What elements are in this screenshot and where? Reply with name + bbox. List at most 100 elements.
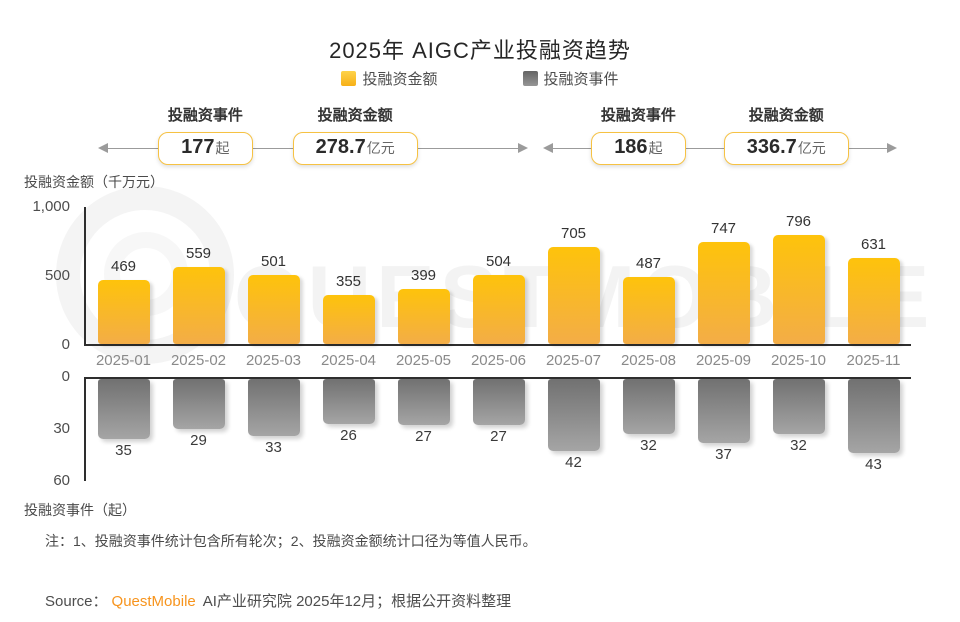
amount-bar-slot: 501 bbox=[236, 205, 311, 344]
events-bar-slot: 27 bbox=[461, 379, 536, 489]
events-bar bbox=[697, 379, 750, 443]
events-value-label: 32 bbox=[640, 437, 657, 454]
category-label: 2025-05 bbox=[395, 352, 452, 369]
events-ytick: 0 bbox=[61, 368, 70, 385]
events-bar-slot: 32 bbox=[761, 379, 836, 489]
events-bar-slot: 37 bbox=[686, 379, 761, 489]
amount-bar bbox=[247, 275, 300, 344]
category-label: 2025-02 bbox=[170, 352, 227, 369]
arrow-right-icon bbox=[887, 143, 897, 153]
amount-bar bbox=[697, 242, 750, 344]
arrow-left-icon bbox=[543, 143, 553, 153]
events-bar bbox=[97, 379, 150, 439]
amount-value-label: 355 bbox=[335, 273, 362, 290]
category-label: 2025-11 bbox=[846, 352, 901, 369]
summary-events-value: 186 bbox=[614, 135, 648, 158]
events-value-label: 35 bbox=[115, 442, 132, 459]
summary-group-right: 投融资事件 186 起 投融资金额 336.7 亿元 bbox=[543, 107, 897, 168]
legend-events-label: 投融资事件 bbox=[543, 71, 619, 88]
amount-value-label: 705 bbox=[560, 225, 587, 242]
summary-amount-unit: 亿元 bbox=[797, 139, 826, 156]
events-bar bbox=[397, 379, 450, 425]
amount-ytick: 1,000 bbox=[32, 198, 70, 215]
arrow-left-icon bbox=[98, 143, 108, 153]
top-y-axis-title: 投融资金额（千万元） bbox=[24, 174, 164, 190]
summary-amount-label: 投融资金额 bbox=[317, 106, 393, 124]
summary-amount-value: 278.7 bbox=[315, 135, 366, 158]
top-y-axis-line bbox=[84, 207, 86, 345]
events-bar bbox=[322, 379, 375, 424]
events-bar bbox=[172, 379, 225, 429]
summary-amount-unit: 亿元 bbox=[366, 139, 395, 156]
events-bar bbox=[622, 379, 675, 434]
legend: 投融资金额 投融资事件 bbox=[0, 68, 960, 89]
amount-bar bbox=[322, 295, 375, 344]
page-title: 2025年 AIGC产业投融资趋势 bbox=[329, 38, 631, 63]
amount-bar-slot: 747 bbox=[686, 205, 761, 344]
amount-bar bbox=[847, 258, 900, 344]
amount-value-label: 469 bbox=[110, 258, 137, 275]
amount-bar-slot: 469 bbox=[86, 205, 161, 344]
amount-bar bbox=[397, 289, 450, 344]
events-bars: 35 29 33 26 27 27 42 32 37 32 43 bbox=[86, 379, 911, 489]
amount-bar bbox=[547, 247, 600, 344]
amount-legend-swatch-icon bbox=[341, 71, 357, 86]
category-label: 2025-10 bbox=[770, 352, 827, 369]
category-label: 2025-06 bbox=[470, 352, 527, 369]
arrow-right-icon bbox=[518, 143, 528, 153]
amount-bar-slot: 487 bbox=[611, 205, 686, 344]
events-bar bbox=[472, 379, 525, 425]
connector-line bbox=[252, 147, 293, 149]
events-bar bbox=[547, 379, 600, 451]
footnote: 注：1、投融资事件统计包含所有轮次；2、投融资金额统计口径为等值人民币。 bbox=[45, 533, 537, 549]
amount-value-label: 487 bbox=[635, 255, 662, 272]
amount-ytick: 500 bbox=[44, 267, 70, 284]
legend-amount-label: 投融资金额 bbox=[362, 71, 438, 88]
connector-line bbox=[685, 147, 724, 149]
category-label: 2025-09 bbox=[695, 352, 752, 369]
amount-bar-slot: 559 bbox=[161, 205, 236, 344]
events-bar-slot: 33 bbox=[236, 379, 311, 489]
events-ytick: 60 bbox=[53, 472, 70, 489]
amount-bar-slot: 631 bbox=[836, 205, 911, 344]
connector-line bbox=[417, 147, 518, 149]
summary-events-label: 投融资事件 bbox=[167, 106, 243, 124]
events-value-label: 43 bbox=[865, 456, 882, 473]
summary-events-unit: 起 bbox=[648, 139, 663, 156]
summary-events-unit: 起 bbox=[215, 139, 230, 156]
summary-box-amount-left: 投融资金额 278.7 亿元 bbox=[292, 107, 418, 165]
amount-bar bbox=[472, 275, 525, 344]
events-bar bbox=[847, 379, 900, 453]
events-legend-swatch-icon bbox=[522, 71, 538, 86]
events-value-label: 37 bbox=[715, 446, 732, 463]
summary-events-value: 177 bbox=[181, 135, 215, 158]
amount-bar bbox=[172, 267, 225, 344]
events-bar bbox=[247, 379, 300, 436]
amount-value-label: 501 bbox=[260, 253, 287, 270]
events-bar-slot: 27 bbox=[386, 379, 461, 489]
amount-bar-slot: 796 bbox=[761, 205, 836, 344]
amount-bar-slot: 355 bbox=[311, 205, 386, 344]
events-bar bbox=[772, 379, 825, 434]
events-value-label: 26 bbox=[340, 427, 357, 444]
amount-value-label: 796 bbox=[785, 213, 812, 230]
source-prefix: Source： bbox=[45, 593, 108, 610]
summary-amount-value: 336.7 bbox=[746, 135, 797, 158]
summary-amount-label: 投融资金额 bbox=[748, 106, 824, 124]
events-value-label: 42 bbox=[565, 454, 582, 471]
summary-box-events-right: 投融资事件 186 起 bbox=[591, 107, 686, 165]
connector-line bbox=[848, 147, 887, 149]
events-bar-slot: 26 bbox=[311, 379, 386, 489]
category-label: 2025-07 bbox=[545, 352, 602, 369]
events-value-label: 33 bbox=[265, 439, 282, 456]
summary-box-events-left: 投融资事件 177 起 bbox=[158, 107, 253, 165]
summary-group-left: 投融资事件 177 起 投融资金额 278.7 亿元 bbox=[98, 107, 528, 168]
bottom-baseline bbox=[84, 377, 911, 379]
events-value-label: 27 bbox=[415, 428, 432, 445]
source-brand: QuestMobile bbox=[111, 593, 196, 610]
amount-value-label: 399 bbox=[410, 267, 437, 284]
events-value-label: 29 bbox=[190, 432, 207, 449]
amount-bars: 469 559 501 355 399 504 705 487 747 796 631 bbox=[86, 205, 911, 344]
source-rest: AI产业研究院 2025年12月；根据公开资料整理 bbox=[202, 593, 512, 610]
events-bar-slot: 29 bbox=[161, 379, 236, 489]
